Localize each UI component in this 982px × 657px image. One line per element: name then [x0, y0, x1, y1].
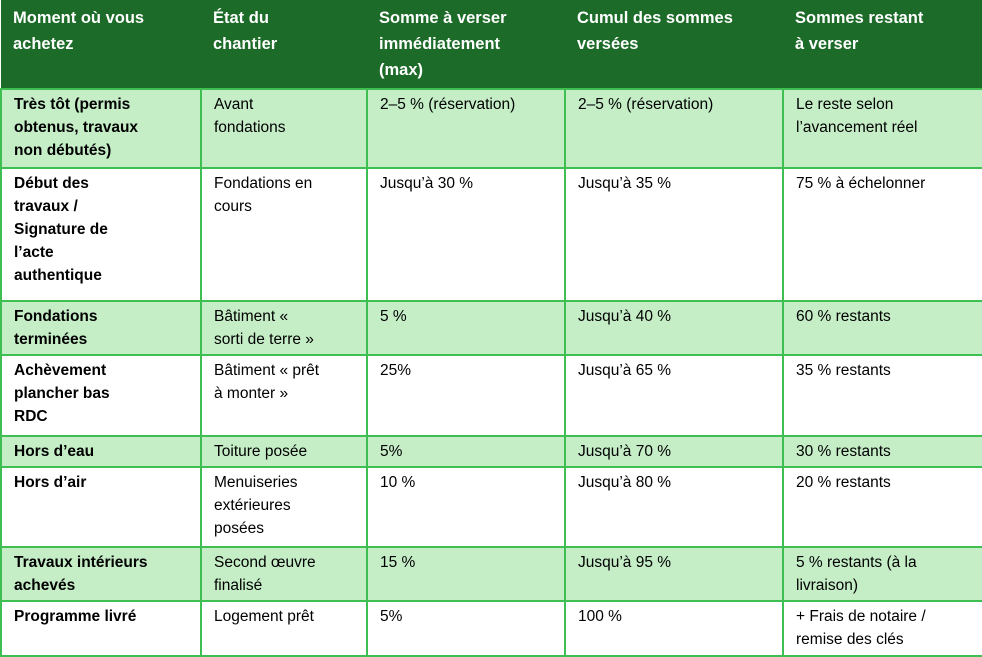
table-header: Moment où vous achetez État du chantier So… — [1, 0, 982, 89]
table-cell: 35 % restants — [782, 354, 982, 437]
table-row: Fondations terminées Bâtiment « sorti de … — [0, 300, 982, 356]
table-cell: 60 % restants — [782, 300, 982, 356]
table-cell: Jusqu’à 95 % — [564, 546, 784, 602]
table-cell: 2–5 % (réservation) — [366, 88, 566, 169]
column-header: Somme à verser immédiatement (max) — [367, 0, 565, 89]
table-body: Très tôt (permis obtenus, travaux non dé… — [0, 88, 982, 657]
table-cell: Logement prêt — [200, 600, 368, 657]
table-cell: Début des travaux / Signature de l’acte … — [0, 167, 202, 302]
table-cell: Le reste selon l’avancement réel — [782, 88, 982, 169]
table-cell: Jusqu’à 70 % — [564, 435, 784, 468]
table-cell: Programme livré — [0, 600, 202, 657]
table-cell: 25% — [366, 354, 566, 437]
column-header: Moment où vous achetez — [1, 0, 201, 89]
table-cell: Hors d’eau — [0, 435, 202, 468]
table-cell: 100 % — [564, 600, 784, 657]
table-cell: 2–5 % (réservation) — [564, 88, 784, 169]
table-cell: Bâtiment « sorti de terre » — [200, 300, 368, 356]
table-cell: Jusqu’à 80 % — [564, 466, 784, 548]
table-cell: 75 % à échelonner — [782, 167, 982, 302]
table-cell: Jusqu’à 40 % — [564, 300, 784, 356]
table-cell: Fondations terminées — [0, 300, 202, 356]
table-cell: Achèvement plancher bas RDC — [0, 354, 202, 437]
table-cell: Avant fondations — [200, 88, 368, 169]
table-row: Achèvement plancher bas RDC Bâtiment « pr… — [0, 354, 982, 437]
table-row: Hors d’eau Toiture posée 5% Jusqu’à 70 % 30 … — [0, 435, 982, 468]
table-row: Hors d’air Menuiseries extérieures posées… — [0, 466, 982, 548]
table-cell: Hors d’air — [0, 466, 202, 548]
column-header: Cumul des sommes versées — [565, 0, 783, 89]
table-row: Programme livré Logement prêt 5% 100 % + Fra… — [0, 600, 982, 657]
table-cell: Menuiseries extérieures posées — [200, 466, 368, 548]
table-cell: Fondations en cours — [200, 167, 368, 302]
table-cell: 5 % restants (à la livraison) — [782, 546, 982, 602]
table-cell: 10 % — [366, 466, 566, 548]
table-cell: 15 % — [366, 546, 566, 602]
table-row: Début des travaux / Signature de l’acte … — [0, 167, 982, 302]
column-header: Sommes restant à verser — [783, 0, 982, 89]
table-cell: Très tôt (permis obtenus, travaux non dé… — [0, 88, 202, 169]
table-cell: 20 % restants — [782, 466, 982, 548]
table-cell: Jusqu’à 65 % — [564, 354, 784, 437]
header-row: Moment où vous achetez État du chantier So… — [1, 0, 982, 89]
table-cell: Travaux intérieurs achevés — [0, 546, 202, 602]
table-cell: Jusqu’à 35 % — [564, 167, 784, 302]
table-row: Très tôt (permis obtenus, travaux non dé… — [0, 88, 982, 169]
table-cell: Toiture posée — [200, 435, 368, 468]
table-cell: 5 % — [366, 300, 566, 356]
column-header: État du chantier — [201, 0, 367, 89]
table-cell: 5% — [366, 600, 566, 657]
table-cell: 5% — [366, 435, 566, 468]
table-cell: Second œuvre finalisé — [200, 546, 368, 602]
table-cell: Jusqu’à 30 % — [366, 167, 566, 302]
table-cell: Bâtiment « prêt à monter » — [200, 354, 368, 437]
table-cell: + Frais de notaire / remise des clés — [782, 600, 982, 657]
table-row: Travaux intérieurs achevés Second œuvre f… — [0, 546, 982, 602]
table-cell: 30 % restants — [782, 435, 982, 468]
